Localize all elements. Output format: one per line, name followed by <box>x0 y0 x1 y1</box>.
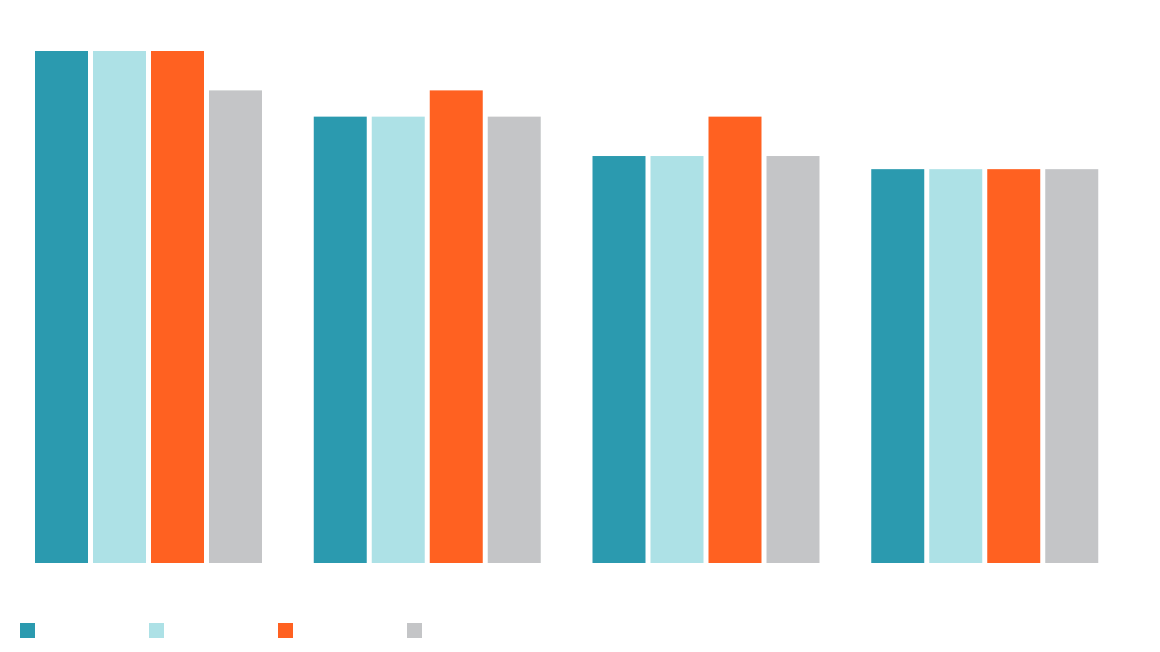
legend-swatch-4 <box>407 623 422 638</box>
legend-item-1 <box>20 623 35 638</box>
bar-series-1-group-4 <box>871 169 925 563</box>
legend-swatch-1 <box>20 623 35 638</box>
bars-layer <box>35 51 1099 564</box>
bar-series-2-group-3 <box>650 156 704 563</box>
bar-series-2-group-1 <box>93 51 146 563</box>
bar-series-4-group-3 <box>766 156 820 563</box>
bar-series-4-group-1 <box>209 90 262 563</box>
legend-swatch-3 <box>278 623 293 638</box>
bar-series-2-group-4 <box>929 169 983 563</box>
bar-series-2-group-2 <box>371 116 425 564</box>
legend-item-4 <box>407 623 422 638</box>
legend-item-2 <box>149 623 164 638</box>
bar-series-4-group-4 <box>1045 169 1099 563</box>
bar-series-4-group-2 <box>487 116 541 564</box>
legend <box>20 623 422 638</box>
bar-series-1-group-1 <box>35 51 88 563</box>
bar-series-1-group-3 <box>592 156 646 563</box>
bar-series-1-group-2 <box>313 116 367 564</box>
bar-series-3-group-2 <box>429 90 483 563</box>
bar-series-3-group-4 <box>987 169 1041 563</box>
legend-item-3 <box>278 623 293 638</box>
bar-series-3-group-3 <box>708 116 762 564</box>
bar-series-3-group-1 <box>151 51 204 563</box>
legend-swatch-2 <box>149 623 164 638</box>
